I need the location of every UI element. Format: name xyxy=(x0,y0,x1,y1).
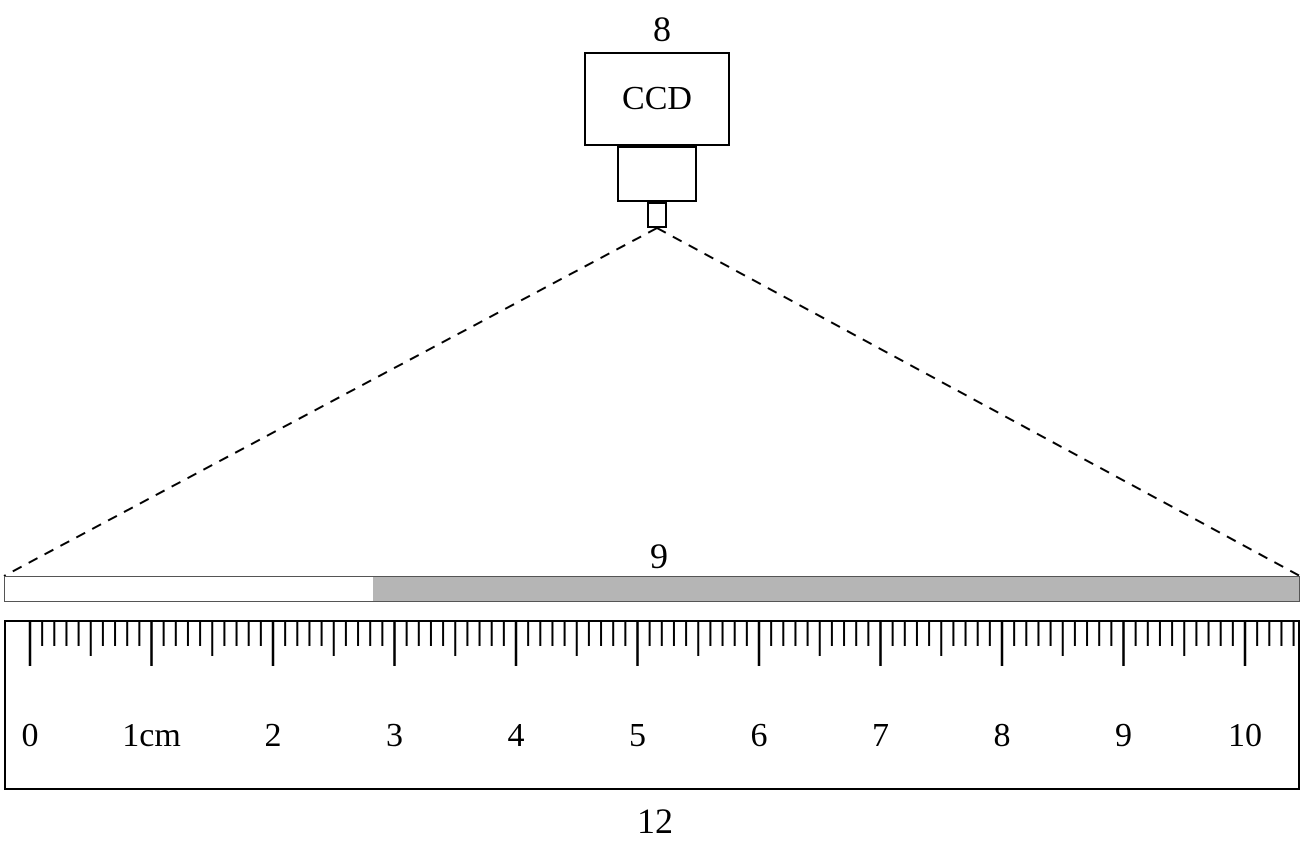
ccd-body: CCD xyxy=(584,52,730,146)
fov-line-left xyxy=(4,228,657,576)
ruler-label-3: 3 xyxy=(386,717,403,755)
ruler-label-0: 0 xyxy=(22,717,39,755)
sample-bar xyxy=(4,576,1300,602)
ruler-label-7: 7 xyxy=(872,717,889,755)
ruler-label-6: 6 xyxy=(751,717,768,755)
ccd-text: CCD xyxy=(622,80,692,118)
ruler-label-4: 4 xyxy=(508,717,525,755)
ccd-lens-tip xyxy=(647,202,667,228)
label-bar-9: 9 xyxy=(650,535,668,577)
ruler-label-5: 5 xyxy=(629,717,646,755)
sample-bar-fill xyxy=(373,577,1299,601)
ruler-label-10: 10 xyxy=(1228,717,1262,755)
ruler-label-9: 9 xyxy=(1115,717,1132,755)
label-ccd-8: 8 xyxy=(653,8,671,50)
ruler-label-1cm: 1cm xyxy=(122,717,181,755)
label-ruler-12: 12 xyxy=(637,800,673,842)
ccd-neck xyxy=(617,146,697,202)
ruler: 0 1cm 2 3 4 5 6 7 8 9 10 xyxy=(4,620,1300,790)
ruler-label-8: 8 xyxy=(994,717,1011,755)
ruler-label-2: 2 xyxy=(265,717,282,755)
ruler-labels-container: 0 1cm 2 3 4 5 6 7 8 9 10 xyxy=(6,622,1298,788)
fov-line-right xyxy=(657,228,1300,576)
